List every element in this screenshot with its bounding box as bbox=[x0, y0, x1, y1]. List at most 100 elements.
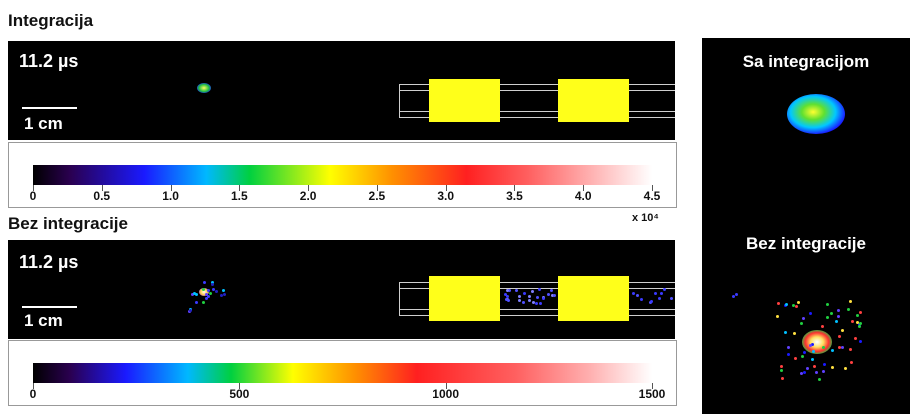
bottom-section-title: Bez integracije bbox=[8, 214, 128, 234]
noise-dot bbox=[809, 312, 812, 315]
noise-dot bbox=[838, 335, 841, 338]
noise-dot bbox=[640, 298, 643, 301]
top-colorbar-tick-label: 4.5 bbox=[644, 189, 661, 203]
noise-dot bbox=[850, 361, 853, 364]
noise-dot bbox=[803, 371, 806, 374]
noise-dot bbox=[835, 320, 838, 323]
noise-dot bbox=[670, 297, 673, 300]
side-spot-with-integration bbox=[787, 94, 845, 134]
top-plasma-spot bbox=[197, 83, 211, 93]
noise-dot bbox=[632, 292, 635, 295]
noise-dot bbox=[803, 351, 806, 354]
bottom-colorbar bbox=[33, 363, 652, 383]
side-label-without-integration: Bez integracije bbox=[702, 234, 910, 254]
bottom-colorbar-frame: 0 500 1000 1500 bbox=[8, 340, 677, 406]
bottom-scale-label: 1 cm bbox=[24, 311, 63, 331]
noise-dot bbox=[837, 315, 840, 318]
noise-dot bbox=[220, 294, 223, 297]
noise-dot bbox=[849, 300, 852, 303]
side-label-with-integration: Sa integracijom bbox=[702, 52, 910, 72]
noise-dot bbox=[785, 303, 788, 306]
noise-dot bbox=[784, 331, 787, 334]
noise-dot bbox=[215, 290, 218, 293]
noise-dot bbox=[528, 295, 531, 298]
noise-dot bbox=[841, 329, 844, 332]
top-section-title: Integracija bbox=[8, 11, 93, 31]
noise-dot bbox=[851, 320, 854, 323]
noise-dot bbox=[547, 293, 550, 296]
bottom-colorbar-tick-label: 1000 bbox=[432, 387, 459, 401]
bottom-colorbar-tick-label: 500 bbox=[229, 387, 249, 401]
top-colorbar bbox=[33, 165, 652, 185]
top-colorbar-multiplier: x 10⁴ bbox=[632, 212, 659, 224]
top-colorbar-tick-label: 2.0 bbox=[300, 189, 317, 203]
top-electrode-right bbox=[558, 79, 629, 122]
top-colorbar-tick-label: 0.5 bbox=[93, 189, 110, 203]
noise-dot bbox=[209, 292, 212, 295]
noise-dot bbox=[223, 293, 226, 296]
noise-dot bbox=[854, 337, 857, 340]
noise-dot bbox=[821, 325, 824, 328]
noise-dot bbox=[802, 317, 805, 320]
noise-dot bbox=[202, 288, 205, 291]
noise-dot bbox=[211, 283, 214, 286]
noise-dot bbox=[856, 314, 859, 317]
noise-dot bbox=[531, 290, 534, 293]
top-scale-label: 1 cm bbox=[24, 114, 63, 134]
noise-dot bbox=[797, 301, 800, 304]
top-image-panel: 11.2 µs 1 cm bbox=[8, 41, 675, 140]
noise-dot bbox=[532, 301, 535, 304]
side-comparison-panel: Sa integracijom Bez integracije bbox=[702, 38, 910, 414]
top-colorbar-tick-label: 3.0 bbox=[437, 189, 454, 203]
noise-dot bbox=[801, 355, 804, 358]
noise-dot bbox=[222, 289, 225, 292]
bottom-electrode-left bbox=[429, 276, 500, 321]
noise-dot bbox=[849, 348, 852, 351]
bottom-scale-bar bbox=[22, 306, 77, 308]
noise-dot bbox=[859, 340, 862, 343]
noise-dot bbox=[844, 367, 847, 370]
noise-dot bbox=[781, 377, 784, 380]
noise-dot bbox=[795, 305, 798, 308]
top-colorbar-tick-label: 1.5 bbox=[231, 189, 248, 203]
bottom-electrode-right bbox=[558, 276, 629, 321]
noise-dot bbox=[658, 297, 661, 300]
noise-dot bbox=[205, 293, 208, 296]
noise-dot bbox=[859, 322, 862, 325]
noise-dot bbox=[780, 365, 783, 368]
noise-dot bbox=[202, 301, 205, 304]
noise-dot bbox=[203, 281, 206, 284]
noise-dot bbox=[831, 349, 834, 352]
noise-dot bbox=[826, 303, 829, 306]
noise-dot bbox=[837, 309, 840, 312]
noise-dot bbox=[735, 293, 738, 296]
top-time-label: 11.2 µs bbox=[19, 51, 78, 72]
noise-dot bbox=[815, 371, 818, 374]
noise-dot bbox=[813, 365, 816, 368]
bottom-image-panel: 11.2 µs 1 cm bbox=[8, 240, 675, 339]
noise-dot bbox=[787, 353, 790, 356]
noise-dot bbox=[780, 369, 783, 372]
noise-dot bbox=[535, 302, 538, 305]
side-spot-without-integration bbox=[802, 330, 832, 354]
noise-dot bbox=[809, 344, 812, 347]
noise-dot bbox=[841, 346, 844, 349]
noise-dot bbox=[777, 302, 780, 305]
top-colorbar-tick-label: 4.0 bbox=[575, 189, 592, 203]
noise-dot bbox=[515, 289, 518, 292]
noise-dot bbox=[550, 289, 553, 292]
top-electrode-left bbox=[429, 79, 500, 122]
top-scale-bar bbox=[22, 107, 77, 109]
noise-dot bbox=[787, 346, 790, 349]
top-colorbar-tick-label: 2.5 bbox=[369, 189, 386, 203]
noise-dot bbox=[838, 346, 841, 349]
noise-dot bbox=[794, 357, 797, 360]
noise-dot bbox=[847, 308, 850, 311]
bottom-colorbar-tick-label: 1500 bbox=[639, 387, 666, 401]
noise-dot bbox=[518, 299, 521, 302]
noise-dot bbox=[792, 304, 795, 307]
top-colorbar-tick-label: 3.5 bbox=[506, 189, 523, 203]
noise-dot bbox=[826, 316, 829, 319]
noise-dot bbox=[859, 311, 862, 314]
noise-dot bbox=[830, 312, 833, 315]
